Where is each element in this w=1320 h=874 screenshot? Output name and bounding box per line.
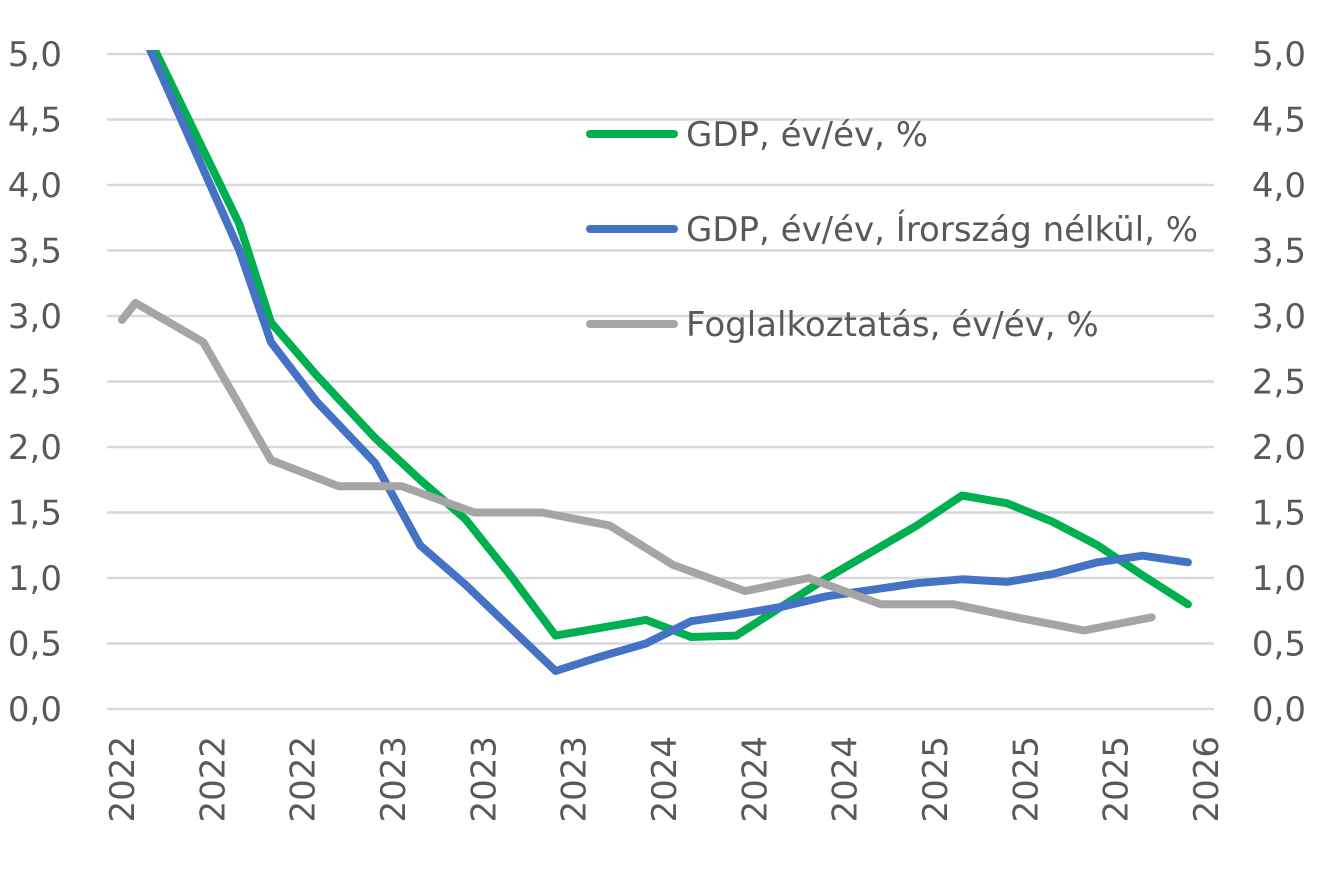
y-axis-left-ticks: 0,0 0,5 1,0 1,5 2,0 2,5 3,0 3,5 4,0 4,5 5,0 — [8, 35, 62, 730]
y-tick-label-left: 4,5 — [8, 101, 62, 141]
x-tick-label: 2023 — [555, 736, 595, 823]
y-tick-label-left: 2,5 — [8, 363, 62, 403]
y-axis-right-ticks: 0,0 0,5 1,0 1,5 2,0 2,5 3,0 3,5 4,0 4,5 5,0 — [1252, 35, 1306, 730]
y-tick-label-left: 5,0 — [8, 35, 62, 75]
y-tick-label-left: 3,5 — [8, 232, 62, 272]
x-tick-label: 2022 — [284, 736, 324, 823]
gridlines — [107, 52, 1214, 711]
y-tick-label-left: 2,0 — [8, 428, 62, 468]
x-tick-label: 2025 — [916, 736, 956, 823]
series-line-3 — [118, 298, 1156, 635]
y-tick-label-left: 1,0 — [8, 559, 62, 599]
y-tick-label-right: 3,5 — [1252, 232, 1306, 272]
y-tick-label-right: 0,5 — [1252, 625, 1306, 665]
y-tick-label-left: 0,5 — [8, 625, 62, 665]
y-tick-label-left: 1,5 — [8, 494, 62, 534]
y-tick-label-right: 4,5 — [1252, 101, 1306, 141]
legend: GDP, év/év, % GDP, év/év, Írország nélkül… — [586, 115, 1198, 345]
x-tick-label: 2025 — [1097, 736, 1137, 823]
x-tick-label: 2023 — [374, 736, 414, 823]
x-tick-label: 2022 — [193, 736, 233, 823]
y-tick-label-right: 1,0 — [1252, 559, 1306, 599]
x-tick-label: 2024 — [645, 736, 685, 823]
series-line-1 — [150, 50, 1192, 641]
y-tick-label-right: 2,5 — [1252, 363, 1306, 403]
legend-label-1: GDP, év/év, % — [686, 115, 928, 155]
y-tick-label-right: 3,0 — [1252, 297, 1306, 337]
x-tick-label: 2022 — [103, 736, 143, 823]
y-tick-label-right: 2,0 — [1252, 428, 1306, 468]
x-tick-label: 2024 — [735, 736, 775, 823]
x-tick-label: 2025 — [1006, 736, 1046, 823]
legend-label-2: GDP, év/év, Írország nélkül, % — [686, 209, 1198, 250]
y-tick-label-right: 5,0 — [1252, 35, 1306, 75]
y-tick-label-left: 3,0 — [8, 297, 62, 337]
y-tick-label-left: 0,0 — [8, 690, 62, 730]
y-tick-label-left: 4,0 — [8, 166, 62, 206]
legend-label-3: Foglalkoztatás, év/év, % — [686, 305, 1099, 345]
x-tick-label: 2023 — [464, 736, 504, 823]
y-tick-label-right: 1,5 — [1252, 494, 1306, 534]
x-axis-ticks: 2022 2022 2022 2023 2023 2023 2024 2024 2024 2025… — [103, 736, 1227, 823]
y-tick-label-right: 4,0 — [1252, 166, 1306, 206]
series-layer — [118, 50, 1192, 675]
y-tick-label-right: 0,0 — [1252, 690, 1306, 730]
x-tick-label: 2024 — [826, 736, 866, 823]
series-line-2 — [145, 50, 1192, 675]
x-tick-label: 2026 — [1187, 736, 1227, 823]
